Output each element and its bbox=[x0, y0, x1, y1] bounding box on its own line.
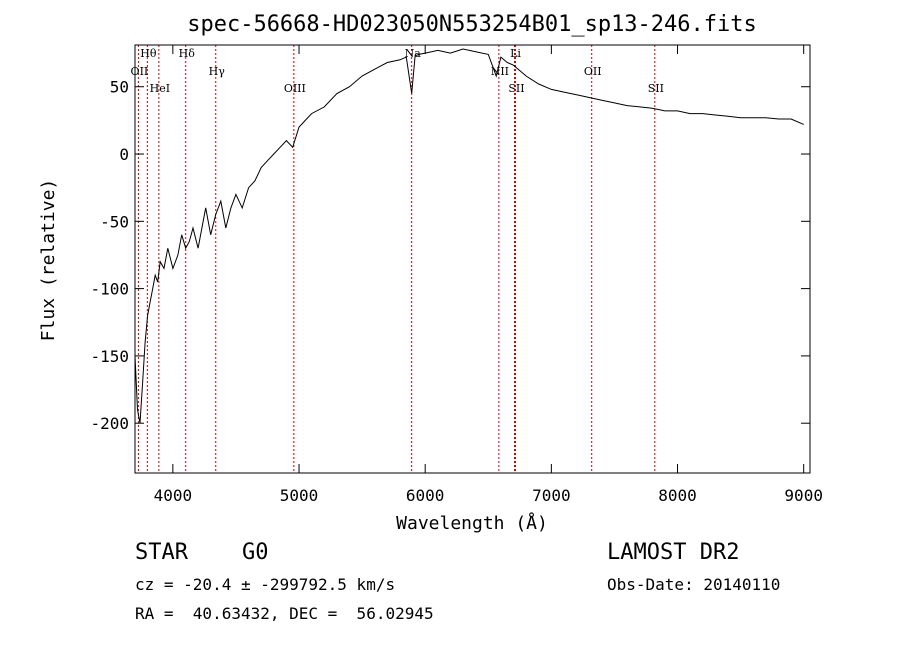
y-tick-label: 50 bbox=[110, 78, 129, 97]
chart-title: spec-56668-HD023050N553254B01_sp13-246.f… bbox=[187, 12, 757, 37]
spectral-line-label: Hθ bbox=[140, 47, 157, 60]
object-subclass: G0 bbox=[242, 540, 269, 565]
spectral-line-label: SII bbox=[648, 82, 664, 95]
coordinates: RA = 40.63432, DEC = 56.02945 bbox=[135, 604, 434, 623]
y-tick-label: 0 bbox=[119, 145, 129, 164]
spectrum-line bbox=[135, 48, 804, 424]
observation-date: Obs-Date: 20140110 bbox=[607, 575, 781, 594]
x-tick-label: 7000 bbox=[532, 486, 571, 505]
spectral-line-label: OII bbox=[131, 65, 149, 78]
x-tick-label: 8000 bbox=[658, 486, 697, 505]
y-tick-label: -100 bbox=[90, 280, 129, 299]
spectral-line-label: SII bbox=[508, 82, 524, 95]
y-axis: -200 -150 -100 -50 0 50 bbox=[90, 78, 810, 433]
x-axis: 4000 5000 6000 7000 8000 9000 bbox=[154, 45, 823, 505]
object-class: STAR bbox=[135, 540, 188, 565]
survey-name: LAMOST DR2 bbox=[607, 540, 740, 565]
spectral-line-label: HeI bbox=[150, 82, 170, 95]
plot-frame bbox=[134, 44, 811, 474]
x-tick-label: 4000 bbox=[154, 486, 193, 505]
spectral-line-label: Hγ bbox=[209, 65, 226, 78]
x-tick-label: 6000 bbox=[406, 486, 445, 505]
spectrum-series bbox=[135, 48, 804, 424]
spectral-line-label: OIII bbox=[284, 82, 306, 95]
y-tick-label: -150 bbox=[90, 347, 129, 366]
x-tick-label: 9000 bbox=[784, 486, 823, 505]
x-tick-label: 5000 bbox=[280, 486, 319, 505]
spectral-line-label: Hδ bbox=[179, 47, 196, 60]
spectral-line-label: NII bbox=[491, 65, 509, 78]
spectral-line-label: Li bbox=[510, 47, 521, 60]
y-axis-label: Flux (relative) bbox=[38, 179, 59, 342]
spectral-line-label: Na bbox=[405, 47, 422, 60]
redshift-line: cz = -20.4 ± -299792.5 km/s bbox=[135, 575, 396, 594]
y-tick-label: -50 bbox=[100, 212, 129, 231]
y-tick-label: -200 bbox=[90, 414, 129, 433]
x-axis-label: Wavelength (Å) bbox=[396, 512, 548, 534]
spectral-line-label: OII bbox=[584, 65, 602, 78]
